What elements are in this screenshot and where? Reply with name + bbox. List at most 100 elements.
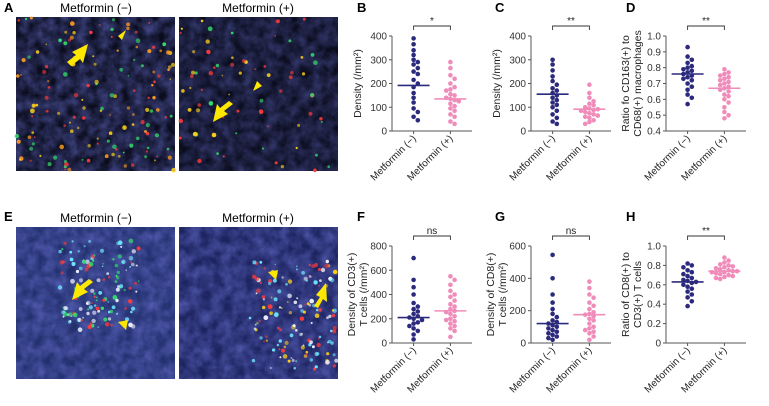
data-point — [411, 90, 416, 96]
cell-speck — [29, 159, 32, 162]
cell-speck — [169, 114, 173, 118]
data-point — [685, 54, 690, 59]
cell-speck — [318, 268, 321, 271]
cell-speck — [86, 311, 90, 316]
cell-speck — [273, 297, 278, 302]
cell-speck — [75, 269, 80, 274]
cell-speck — [130, 310, 133, 314]
cell-speck — [128, 299, 133, 304]
cell-speck — [320, 120, 323, 123]
data-point — [591, 324, 596, 330]
cell-speck — [305, 353, 308, 356]
data-point — [587, 285, 592, 291]
cell-speck — [45, 43, 48, 46]
cell-speck — [228, 93, 231, 96]
data-point — [689, 57, 695, 63]
cell-speck — [102, 278, 106, 281]
cell-speck — [263, 340, 265, 343]
cell-speck — [145, 123, 150, 128]
cell-speck — [194, 71, 198, 75]
cell-speck — [73, 93, 79, 98]
y-axis-title: Ratio of CD8(+) to — [620, 252, 632, 337]
data-point — [591, 103, 596, 108]
data-point — [722, 255, 727, 260]
y-tick-label: 0.7 — [647, 79, 661, 90]
cell-speck — [59, 260, 65, 265]
cell-speck — [313, 280, 318, 285]
y-axis-title: CD68(+) macrophages — [632, 30, 644, 137]
cell-speck — [164, 116, 167, 119]
cell-speck — [325, 259, 329, 264]
cell-speck — [269, 311, 273, 316]
cell-speck — [131, 306, 136, 311]
data-point — [722, 274, 727, 280]
cell-speck — [331, 309, 335, 312]
cell-speck — [293, 300, 298, 305]
cell-speck — [63, 306, 68, 311]
cell-speck — [147, 49, 152, 54]
cell-speck — [100, 306, 105, 310]
data-point — [550, 119, 555, 124]
data-point — [681, 277, 686, 283]
data-point — [717, 262, 723, 267]
cell-speck — [35, 103, 39, 107]
cell-speck — [39, 154, 42, 157]
data-point — [411, 52, 416, 58]
data-point — [587, 115, 592, 121]
y-axis-title: T cells (/mm²) — [497, 263, 509, 327]
cell-speck — [326, 352, 330, 356]
data-point — [689, 63, 695, 69]
data-point — [550, 327, 555, 333]
data-point — [415, 328, 421, 334]
data-point — [550, 306, 555, 312]
data-point — [411, 95, 416, 101]
data-point — [717, 82, 723, 88]
cell-speck — [263, 65, 267, 68]
cell-speck — [106, 139, 110, 143]
data-point — [713, 266, 719, 271]
cell-speck — [119, 284, 124, 289]
cell-speck — [154, 133, 159, 138]
data-point — [717, 73, 723, 78]
cell-speck — [331, 313, 336, 318]
cell-speck — [107, 317, 112, 321]
cell-speck — [132, 113, 135, 116]
data-point — [452, 328, 457, 334]
data-point — [681, 271, 686, 277]
cell-speck — [269, 367, 272, 369]
cell-speck — [45, 109, 49, 113]
data-point — [448, 87, 453, 92]
cell-speck — [99, 248, 105, 253]
cell-speck — [187, 108, 192, 112]
significance-bracket — [413, 235, 451, 240]
cell-speck — [57, 285, 63, 290]
data-point — [448, 65, 453, 71]
data-point — [443, 88, 449, 93]
data-point — [685, 92, 690, 97]
cell-speck — [230, 62, 235, 67]
significance-bracket — [687, 25, 725, 30]
cell-speck — [301, 270, 305, 275]
data-point — [722, 76, 727, 82]
cell-speck — [86, 158, 91, 163]
data-point — [452, 277, 457, 283]
data-point — [452, 323, 457, 329]
cell-speck — [130, 261, 133, 264]
cell-speck — [200, 88, 203, 92]
data-point — [689, 95, 695, 101]
data-point — [587, 306, 592, 312]
cell-speck — [148, 22, 151, 24]
data-point — [448, 101, 453, 106]
data-point — [726, 93, 731, 99]
data-point — [685, 65, 690, 70]
cell-speck — [208, 71, 213, 76]
data-point — [452, 108, 457, 114]
data-point — [550, 300, 555, 305]
cell-speck — [102, 262, 105, 265]
cell-speck — [82, 106, 86, 110]
arrow-marker — [67, 44, 88, 66]
cell-speck — [200, 19, 204, 23]
cell-speck — [58, 249, 62, 254]
cell-speck — [80, 319, 84, 322]
cell-speck — [106, 272, 110, 275]
